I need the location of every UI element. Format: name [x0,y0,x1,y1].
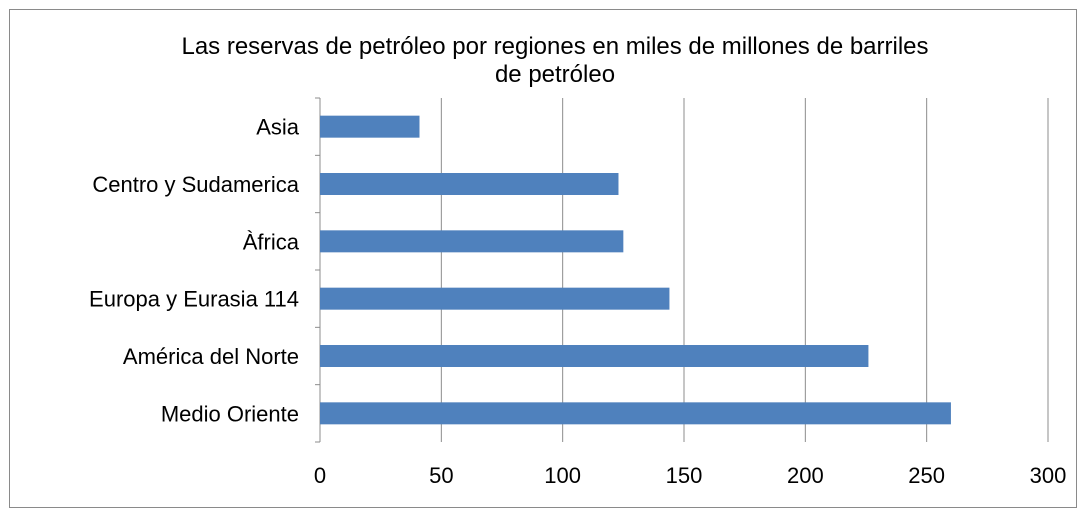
chart-title-line-2: de petróleo [494,61,616,88]
bar [320,230,624,253]
chart-frame [9,9,1077,508]
category-label: Centro y Sudamerica [92,172,299,197]
chart-title-line-1: Las reservas de petróleo por regiones en… [181,33,929,60]
x-tick-label: 300 [1030,463,1067,488]
bar [320,345,869,367]
bar [320,115,420,138]
x-tick-label: 150 [666,463,703,488]
category-label: Asia [256,115,300,140]
category-label: Europa y Eurasia 114 [89,287,299,312]
bar [320,287,670,310]
x-tick-label: 0 [314,463,326,488]
x-tick-label: 100 [544,463,581,488]
x-tick-label: 250 [908,463,945,488]
category-label: Àfrica [243,229,300,254]
x-tick-label: 50 [429,463,453,488]
category-label: América del Norte [123,344,299,369]
bar [320,402,951,425]
x-tick-label: 200 [787,463,824,488]
chart-title: Las reservas de petróleo por regiones en… [0,33,1086,89]
category-label: Medio Oriente [161,401,299,426]
bar [320,173,619,195]
